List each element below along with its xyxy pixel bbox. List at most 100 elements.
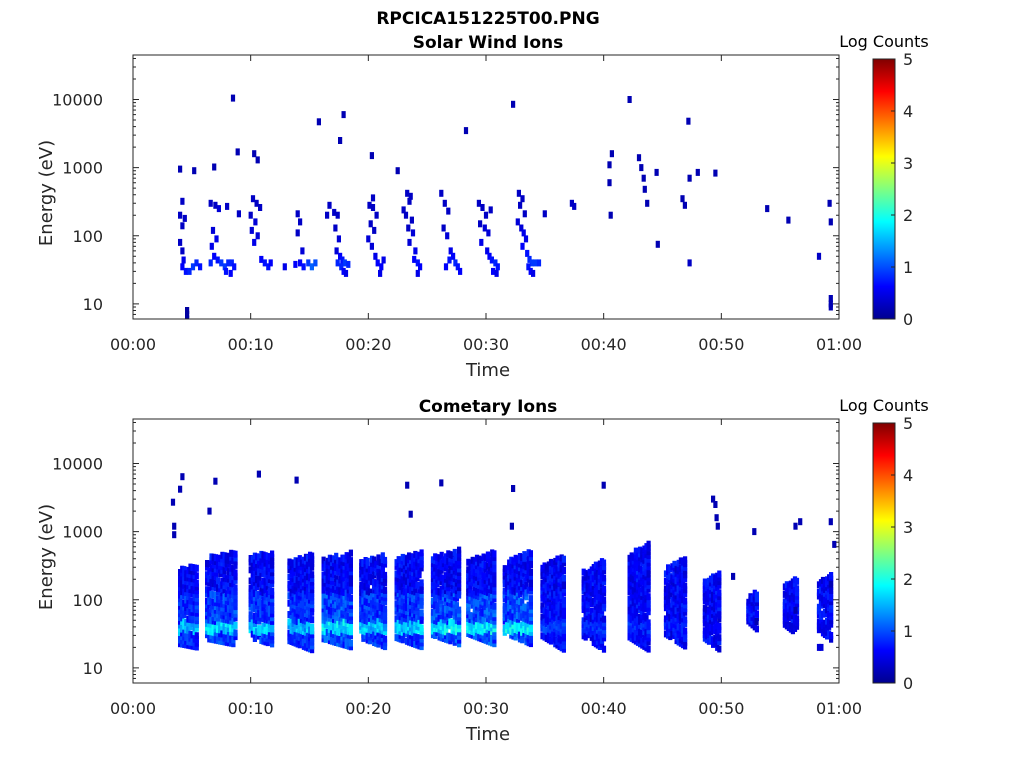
data-cell xyxy=(323,635,328,643)
data-cell xyxy=(601,626,607,634)
data-cell xyxy=(523,235,529,243)
data-cell xyxy=(233,633,238,641)
data-cell xyxy=(310,642,315,650)
data-cell xyxy=(713,616,718,624)
data-cell xyxy=(380,559,385,567)
data-cell xyxy=(829,590,834,598)
data-cell xyxy=(490,586,495,594)
data-cell xyxy=(794,615,800,623)
data-cell xyxy=(717,589,722,597)
data-cell xyxy=(479,560,484,568)
data-cell xyxy=(374,211,379,219)
data-cell xyxy=(470,590,475,598)
x-tick-label: 00:10 xyxy=(228,335,274,354)
data-cell xyxy=(310,556,315,564)
data-cell xyxy=(367,566,372,574)
data-cell xyxy=(542,577,547,585)
data-cell xyxy=(638,621,643,629)
data-cell xyxy=(454,632,459,640)
data-cell xyxy=(253,218,258,226)
data-cell xyxy=(559,561,564,569)
data-cell xyxy=(479,601,484,609)
data-cell xyxy=(222,627,227,635)
data-cell xyxy=(515,218,520,226)
x-tick-label: 01:00 xyxy=(816,335,862,354)
data-cell xyxy=(365,632,370,640)
data-cell xyxy=(365,591,370,599)
data-cell xyxy=(441,623,446,631)
data-cell xyxy=(367,618,372,626)
data-cell xyxy=(468,612,473,620)
data-cell xyxy=(513,633,518,641)
data-cell xyxy=(676,612,681,620)
data-cell xyxy=(548,626,554,634)
data-cell xyxy=(715,584,720,591)
data-cell xyxy=(382,628,388,636)
data-cell xyxy=(483,561,488,569)
data-cell xyxy=(194,602,199,610)
data-cell xyxy=(542,611,547,619)
data-cell xyxy=(683,582,688,590)
data-cell xyxy=(504,611,510,618)
data-cell xyxy=(419,631,424,639)
data-cell xyxy=(559,606,564,614)
data-cell xyxy=(372,586,377,594)
data-cell xyxy=(208,259,213,267)
data-cell xyxy=(211,591,216,599)
data-cell xyxy=(310,605,315,612)
data-cell xyxy=(485,633,490,641)
data-cell xyxy=(477,589,482,597)
data-cell xyxy=(222,612,227,620)
data-cell xyxy=(439,189,444,197)
data-cell xyxy=(646,563,651,571)
data-cell xyxy=(252,238,257,246)
data-cell xyxy=(348,557,353,565)
data-cell xyxy=(502,617,507,625)
data-cell xyxy=(561,596,566,604)
data-cell xyxy=(638,587,643,595)
data-cell xyxy=(561,559,566,567)
data-cell xyxy=(492,632,497,640)
data-cell xyxy=(509,575,514,583)
data-cell xyxy=(542,607,547,615)
data-cell xyxy=(430,627,436,635)
data-cell xyxy=(184,633,189,641)
data-cell xyxy=(666,624,671,632)
data-cell xyxy=(207,597,212,605)
data-cell xyxy=(439,623,444,630)
data-cell xyxy=(235,148,240,156)
data-cell xyxy=(209,635,214,643)
data-cell xyxy=(829,620,834,628)
data-cell xyxy=(551,567,556,575)
data-cell xyxy=(433,583,438,591)
data-cell xyxy=(629,586,634,594)
y-tick-label: 10000 xyxy=(52,91,103,110)
data-cell xyxy=(365,617,370,625)
data-cell xyxy=(295,229,300,237)
data-cell xyxy=(520,636,525,644)
data-cell xyxy=(559,629,564,637)
data-cell xyxy=(417,571,422,579)
data-cell xyxy=(704,583,709,591)
data-cell xyxy=(601,634,607,642)
data-cell xyxy=(528,621,533,629)
data-cell xyxy=(270,632,275,640)
data-cell xyxy=(367,577,372,585)
data-cell xyxy=(551,590,556,598)
data-cell xyxy=(553,565,558,573)
data-cell xyxy=(205,597,210,605)
data-cell xyxy=(252,150,257,158)
data-cell xyxy=(520,195,525,203)
data-cell xyxy=(310,590,315,597)
data-cell xyxy=(184,577,189,585)
data-cell xyxy=(270,580,275,588)
data-cell xyxy=(365,572,370,580)
data-cell xyxy=(228,269,233,277)
data-cell xyxy=(439,566,444,574)
data-cell xyxy=(638,565,643,573)
data-cell xyxy=(205,623,210,631)
data-cell xyxy=(250,623,255,631)
data-cell xyxy=(184,618,189,626)
data-cell xyxy=(509,522,514,530)
data-cell xyxy=(263,552,268,560)
